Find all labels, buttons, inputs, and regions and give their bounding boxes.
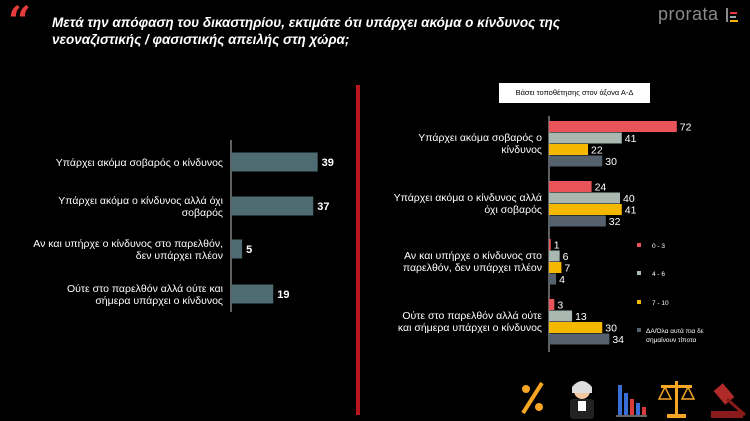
data-label: 19 [277,289,289,301]
data-label: 5 [246,244,252,256]
category-label: Υπάρχει ακόμα σοβαρός ο κίνδυνος [56,157,223,169]
data-label: 1 [554,240,560,252]
category-label: Υπάρχει ακόμα ο κίνδυνος αλλά όχι [58,195,223,207]
bar-chart-icon [616,385,647,417]
category-label: παρελθόν, δεν υπάρχει πλέον [403,262,542,274]
category-label: όχι σοβαρός [484,204,542,216]
data-label: 22 [591,145,603,157]
legend-label: 0 - 3 [652,243,665,250]
bar [549,204,622,215]
legend-swatch [637,300,641,304]
data-label: 3 [557,300,563,312]
bar [549,239,551,250]
legend-title: Βάσει τοποθέτησης στον άξονα Α-Δ [499,83,650,103]
data-label: 6 [563,251,569,263]
overall-bar-chart: 39 Υπάρχει ακόμα σοβαρός ο κίνδυνος 37 Υπάρ… [33,140,334,312]
category-label: Αν και υπήρχε ο κίνδυνος στο [404,250,542,262]
bar [549,250,560,262]
data-label: 4 [559,274,565,286]
category-label: Ούτε στο παρελθόν αλλά ούτε [402,310,542,322]
scales-icon [657,381,696,418]
bar [549,310,573,322]
gavel-icon [711,383,746,418]
legend-swatch [637,328,641,332]
legend-swatch [637,243,641,247]
legend-label: σημαίνουν τίποτα [646,336,696,344]
data-label: 34 [612,334,624,346]
category-label: και σήμερα υπάρχει ο κίνδυνος [398,322,542,334]
data-label: 7 [564,263,570,275]
legend-label: ΔΑ/Όλα αυτά πια δε [646,327,704,335]
vertical-divider [356,85,360,415]
data-label: 41 [625,205,637,217]
legend-swatch [637,271,641,275]
bar [549,155,603,167]
data-label: 30 [605,156,617,168]
footer-icons [521,381,746,419]
category-label: σοβαρός [182,207,223,219]
bar [549,215,606,227]
data-label: 39 [322,157,334,169]
bar [549,299,555,310]
percent-icon [521,381,544,415]
data-label: 32 [609,216,621,228]
legend-label: 7 - 10 [652,300,669,307]
bar [549,121,677,132]
bar [549,262,562,273]
bar [549,181,592,192]
bar [231,196,314,216]
data-label: 72 [680,122,692,134]
bar [231,284,274,304]
quote-mark: “ [8,0,32,45]
bar [231,152,318,172]
bar [549,333,610,345]
brand-bars-icon [726,8,738,22]
category-label: Ούτε στο παρελθόν αλλά ούτε και [67,283,224,295]
category-label: σήμερα υπάρχει ο κίνδυνος [95,295,223,307]
legend-label: 4 - 6 [652,271,665,278]
bar [231,239,243,259]
category-label: Υπάρχει ακόμα ο κίνδυνος αλλά [394,192,542,204]
category-label: κίνδυνος [501,144,542,156]
bar [549,322,603,333]
category-label: δεν υπάρχει πλέον [136,250,223,262]
bar [549,144,589,155]
data-label: 37 [317,201,329,213]
bar [549,192,620,204]
judge-icon [570,381,594,419]
bar [549,132,622,144]
data-label: 24 [595,182,607,194]
data-label: 30 [605,323,617,335]
page-title: Μετά την απόφαση του δικαστηρίου, εκτιμά… [52,15,560,47]
category-label: Αν και υπήρχε ο κίνδυνος στο παρελθόν, [33,238,223,250]
data-label: 40 [623,193,635,205]
bar [549,273,557,285]
category-label: Υπάρχει ακόμα σοβαρός ο [418,132,542,144]
brand-logo: prorata [658,4,719,24]
data-label: 41 [625,133,637,145]
data-label: 13 [575,311,587,323]
